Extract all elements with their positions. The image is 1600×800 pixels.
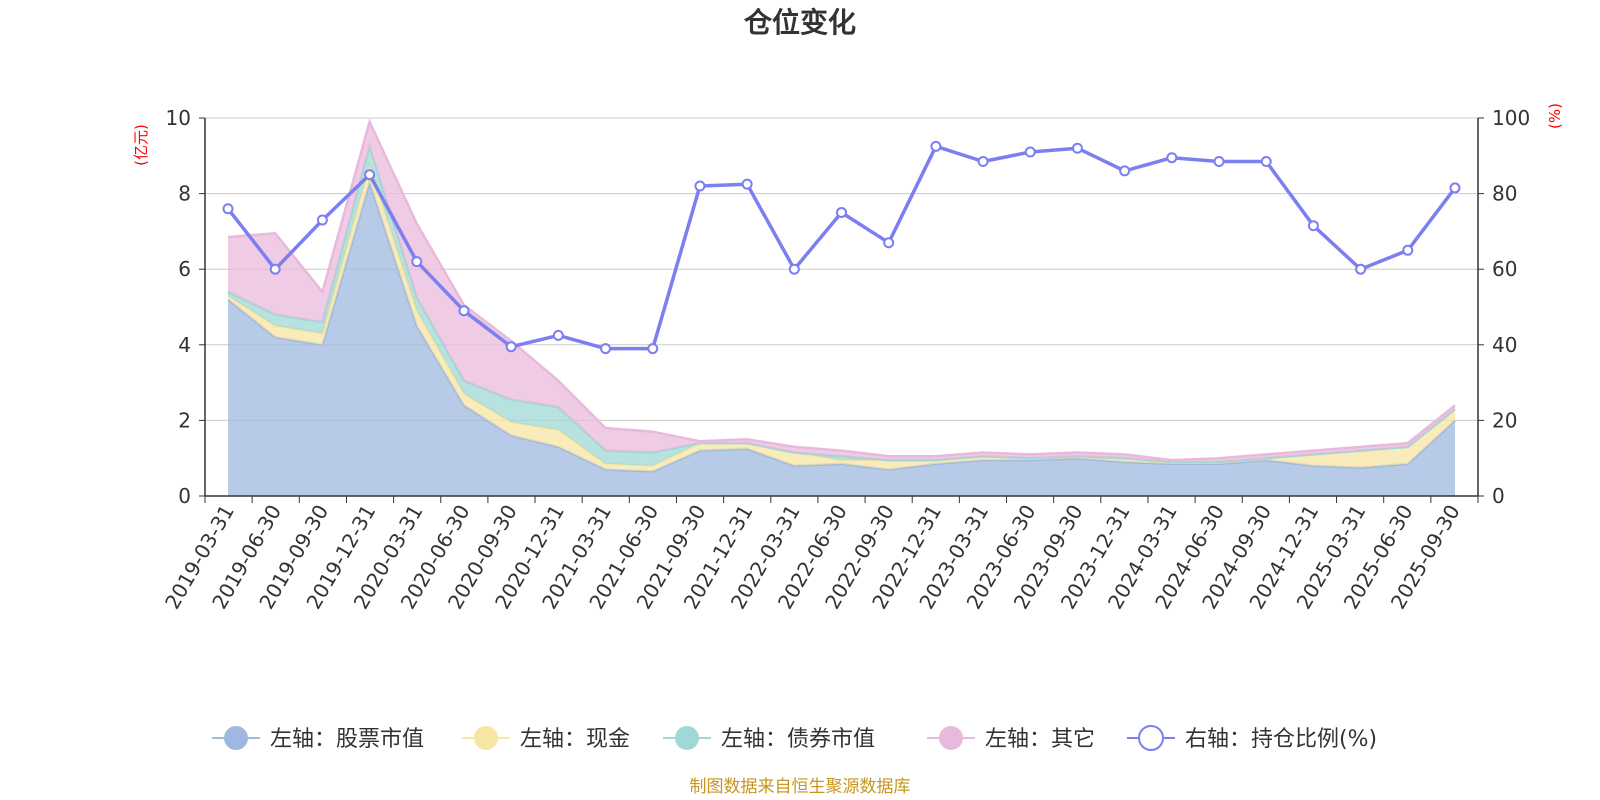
ratio-point (1166, 152, 1178, 164)
area-左轴：股票市值 (228, 182, 1455, 497)
ratio-point (269, 263, 281, 275)
right-axis-tick-label: 0 (1492, 484, 1505, 508)
chart-title: 仓位变化 (744, 6, 856, 39)
ratio-point (741, 178, 753, 190)
left-axis-tick-label: 10 (166, 106, 191, 130)
area-edge-左轴：其它 (227, 118, 1456, 462)
ratio-point (1071, 142, 1083, 154)
ratio-point (883, 237, 895, 249)
ratio-point (1213, 155, 1225, 167)
left-axis-tick-label: 0 (178, 484, 191, 508)
ratio-point (1402, 244, 1414, 256)
ratio-point (364, 169, 376, 181)
ratio-point (600, 343, 612, 355)
ratio-point (1307, 220, 1319, 232)
ratio-point (1260, 155, 1272, 167)
ratio-point (222, 203, 234, 215)
ratio-point (552, 329, 564, 341)
ratio-point (458, 305, 470, 317)
legend-marker (675, 726, 699, 750)
source-note: 制图数据来自恒生聚源数据库 (690, 777, 911, 797)
legend-marker (224, 726, 248, 750)
right-axis-tick-label: 60 (1492, 257, 1517, 281)
ratio-point (977, 155, 989, 167)
position-ratio-line (222, 140, 1461, 355)
legend-label: 左轴：现金 (520, 727, 630, 752)
ratio-point (694, 180, 706, 192)
ratio-point (930, 140, 942, 152)
ratio-point (1024, 146, 1036, 158)
right-axis-tick-label: 40 (1492, 333, 1517, 357)
legend-marker (1138, 725, 1164, 751)
right-axis-unit: (%) (1546, 103, 1564, 129)
legend-label: 左轴：股票市值 (270, 727, 424, 752)
ratio-point (505, 341, 517, 353)
stacked-areas (227, 118, 1456, 497)
right-axis-tick-label: 20 (1492, 408, 1517, 432)
legend-label: 右轴：持仓比例(%) (1185, 727, 1377, 752)
area-左轴：其它 (228, 121, 1455, 463)
legend-marker (474, 726, 498, 750)
ratio-point (316, 214, 328, 226)
ratio-point (647, 343, 659, 355)
ratio-point (411, 256, 423, 268)
right-axis-tick-label: 80 (1492, 182, 1517, 206)
ratio-point (788, 263, 800, 275)
ratio-point (1119, 165, 1131, 177)
ratio-point (1355, 263, 1367, 275)
left-axis-tick-label: 8 (178, 182, 191, 206)
ratio-point (836, 207, 847, 218)
left-axis-unit: (亿元) (132, 124, 150, 166)
left-axis-tick-label: 4 (178, 333, 191, 357)
left-axis-tick-label: 2 (178, 408, 191, 432)
legend-label: 左轴：其它 (985, 727, 1095, 752)
ratio-point (1449, 182, 1461, 194)
legend: 左轴：股票市值 左轴：现金 左轴：债券市值 左轴：其它 右轴：持仓比例(%) (212, 725, 1377, 752)
legend-marker (939, 726, 963, 750)
left-axis-tick-label: 6 (178, 257, 191, 281)
right-axis-tick-label: 100 (1492, 106, 1530, 130)
legend-label: 左轴：债券市值 (721, 727, 875, 752)
